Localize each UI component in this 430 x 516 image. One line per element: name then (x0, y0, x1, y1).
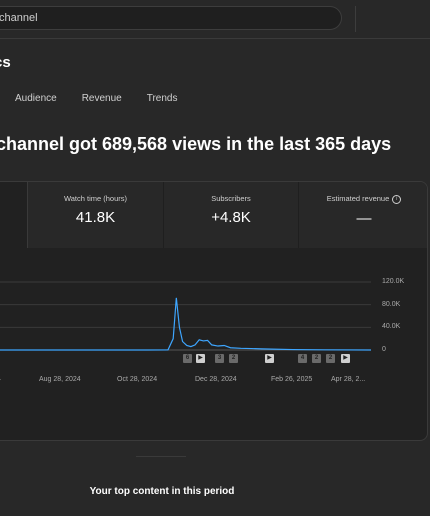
tab-revenue[interactable]: Revenue (81, 93, 122, 104)
video-marker-icon[interactable]: ▶ (196, 354, 205, 363)
overview-card: Watch time (hours) 41.8K Subscribers +4.… (0, 181, 428, 441)
top-divider (355, 6, 356, 32)
event-marker[interactable]: 2 (326, 354, 335, 363)
video-marker-icon[interactable]: ▶ (341, 354, 350, 363)
section-divider (136, 456, 186, 457)
tab-bar: Audience Revenue Trends (15, 93, 203, 104)
event-marker[interactable]: 2 (312, 354, 321, 363)
x-tick-label: Dec 28, 2024 (195, 376, 237, 383)
y-tick-label: 80.0K (382, 300, 401, 308)
search-box[interactable] (0, 6, 342, 30)
event-marker[interactable]: 4 (298, 354, 307, 363)
tab-audience[interactable]: Audience (15, 93, 57, 104)
metric-views-tab[interactable] (0, 182, 28, 248)
search-input[interactable] (0, 10, 299, 26)
top-bar (0, 0, 430, 39)
views-chart (0, 281, 372, 351)
info-icon[interactable]: i (392, 194, 402, 204)
page-title: cs (0, 54, 11, 71)
metric-value: 41.8K (75, 209, 116, 226)
tab-trends[interactable]: Trends (146, 93, 178, 104)
metric-label: Watch time (hours) (63, 194, 128, 203)
event-marker[interactable]: 3 (215, 354, 224, 363)
x-tick-label: 4 (0, 376, 1, 383)
x-tick-label: Aug 28, 2024 (39, 376, 81, 383)
metric-value: +4.8K (211, 209, 251, 226)
x-tick-label: Apr 28, 2... (331, 376, 366, 383)
series-line (0, 297, 372, 351)
metric-label-text: Estimated revenue (326, 194, 390, 203)
metric-label: Subscribers (211, 194, 251, 203)
metric-revenue[interactable]: Estimated revenue i — (299, 182, 427, 248)
views-headline: channel got 689,568 views in the last 36… (0, 134, 392, 154)
x-tick-label: Feb 26, 2025 (271, 376, 313, 383)
x-tick-label: Oct 28, 2024 (117, 376, 158, 383)
y-tick-label: 120.0K (382, 278, 405, 285)
metric-value: — (356, 209, 372, 227)
top-content-title: Your top content in this period (89, 486, 235, 497)
y-tick-label: 40.0K (382, 323, 401, 331)
metric-watch-time[interactable]: Watch time (hours) 41.8K (28, 182, 164, 248)
event-marker[interactable]: 6 (183, 354, 192, 363)
metric-label: Estimated revenue i (299, 194, 427, 204)
metric-subscribers[interactable]: Subscribers +4.8K (164, 182, 299, 248)
video-marker-icon[interactable]: ▶ (265, 354, 274, 363)
event-marker[interactable]: 2 (229, 354, 238, 363)
y-tick-label: 0 (382, 346, 386, 353)
